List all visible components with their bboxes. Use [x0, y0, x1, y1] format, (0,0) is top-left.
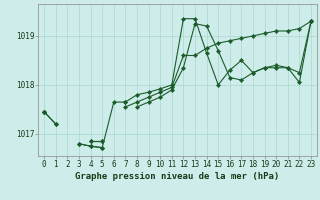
X-axis label: Graphe pression niveau de la mer (hPa): Graphe pression niveau de la mer (hPa) — [76, 172, 280, 181]
